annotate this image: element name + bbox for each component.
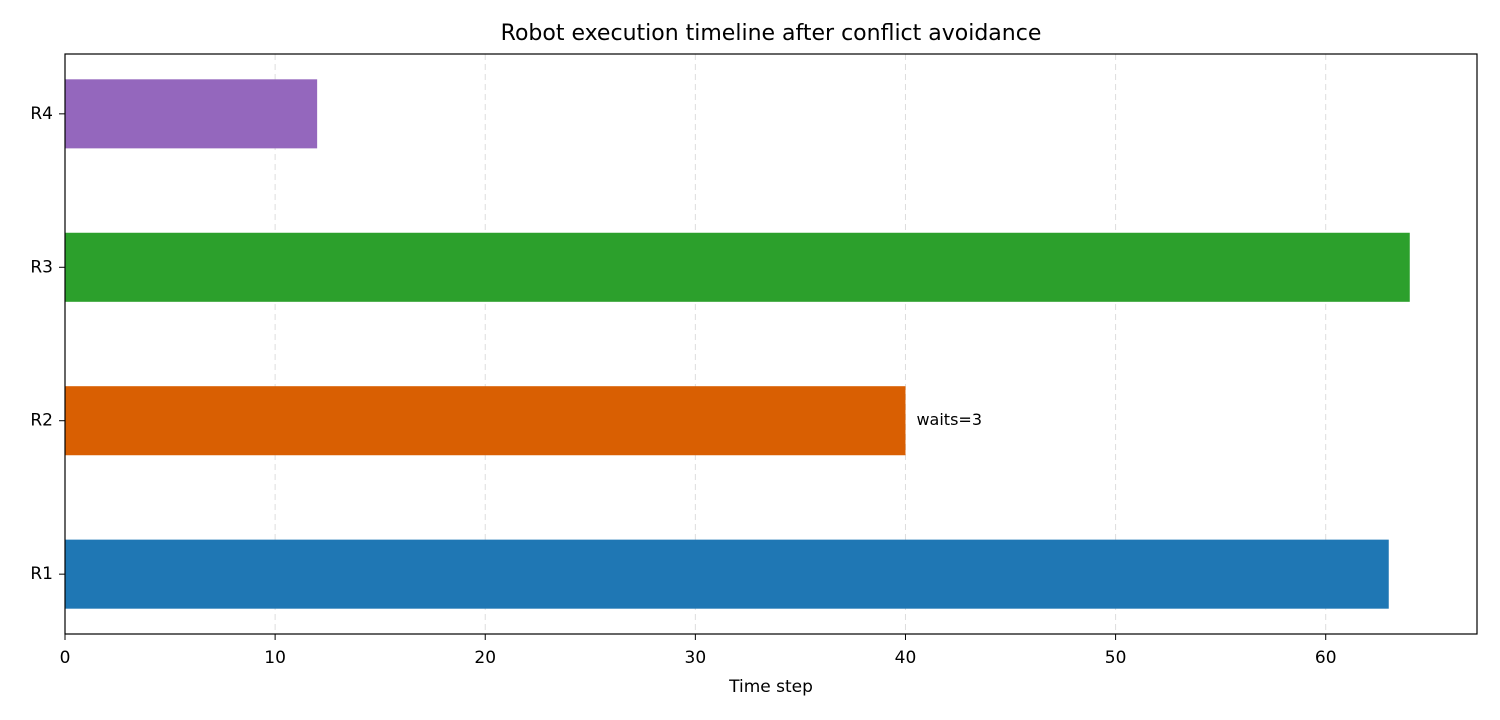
plot-frame [64, 53, 1478, 635]
bar [65, 539, 1389, 609]
x-axis-label: Time step [728, 677, 813, 697]
bar [65, 386, 906, 456]
x-tick-label: 40 [895, 648, 917, 668]
x-tick-label: 0 [60, 648, 71, 668]
y-tick-label: R4 [30, 104, 53, 124]
chart-title: Robot execution timeline after conflict … [501, 21, 1042, 46]
x-tick-label: 10 [264, 648, 286, 668]
x-tick-label: 20 [474, 648, 496, 668]
x-tick-label: 60 [1315, 648, 1337, 668]
y-tick-label: R1 [30, 564, 53, 584]
x-tick-label: 30 [685, 648, 707, 668]
annotation: waits=3 [916, 410, 982, 429]
x-tick-label: 50 [1105, 648, 1127, 668]
y-tick-label: R2 [30, 411, 53, 431]
bar [65, 232, 1410, 302]
y-tick-label: R3 [30, 257, 53, 277]
bar [65, 79, 318, 149]
